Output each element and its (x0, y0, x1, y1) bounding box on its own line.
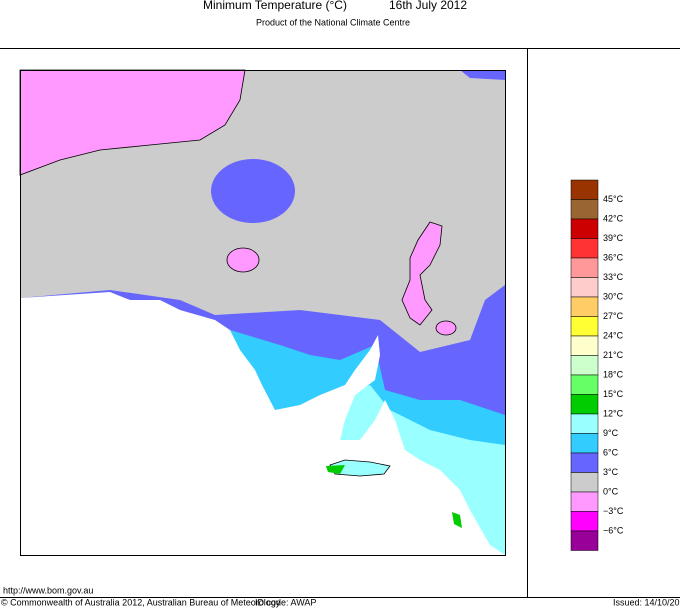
legend-label: 15°C (603, 389, 624, 399)
legend-label: 39°C (603, 233, 624, 243)
legend-label: 24°C (603, 330, 624, 340)
legend-label: 42°C (603, 213, 624, 223)
legend-swatch (570, 199, 599, 220)
legend-swatch (570, 218, 599, 239)
legend-swatch (570, 374, 599, 395)
legend-swatch (570, 472, 599, 493)
legend-label: 45°C (603, 194, 624, 204)
legend-swatch (570, 491, 599, 512)
legend-swatch (570, 296, 599, 317)
legend-label: 9°C (603, 428, 619, 438)
legend-swatch (570, 452, 599, 473)
legend-swatch (570, 179, 599, 200)
issued: Issued: 14/10/2012 (613, 597, 680, 607)
legend-label: 6°C (603, 447, 619, 457)
url: http://www.bom.gov.au (3, 585, 93, 595)
legend-label: 12°C (603, 408, 624, 418)
frame (0, 48, 680, 598)
copyright: © Commonwealth of Australia 2012, Austra… (1, 597, 281, 607)
legend-swatch (570, 316, 599, 337)
legend-swatch (570, 530, 599, 551)
legend-swatch (570, 413, 599, 434)
map (19, 69, 506, 556)
subtitle: Product of the National Climate Centre (256, 17, 410, 27)
legend-label: −3°C (603, 506, 624, 516)
legend-swatch (570, 238, 599, 259)
legend-swatch (570, 335, 599, 356)
legend-swatch (570, 433, 599, 454)
legend-label: 27°C (603, 311, 624, 321)
legend-label: 33°C (603, 272, 624, 282)
legend-swatch (570, 394, 599, 415)
legend-label: 3°C (603, 467, 619, 477)
legend-label: 30°C (603, 291, 624, 301)
legend-label: 18°C (603, 369, 624, 379)
title: Minimum Temperature (°C) (203, 0, 347, 12)
date: 16th July 2012 (389, 0, 467, 12)
legend-swatch (570, 257, 599, 278)
legend-label: 0°C (603, 486, 619, 496)
legend: 45°C 42°C 39°C 36°C 33°C 30°C 27°C 24°C 21°C 18°C… (570, 179, 624, 551)
legend-label: 21°C (603, 350, 624, 360)
legend-swatch (570, 277, 599, 298)
legend-swatch (570, 355, 599, 376)
legend-swatch (570, 511, 599, 532)
id-code: ID code: AWAP (255, 597, 316, 607)
legend-label: 36°C (603, 252, 624, 262)
legend-label: −6°C (603, 525, 624, 535)
